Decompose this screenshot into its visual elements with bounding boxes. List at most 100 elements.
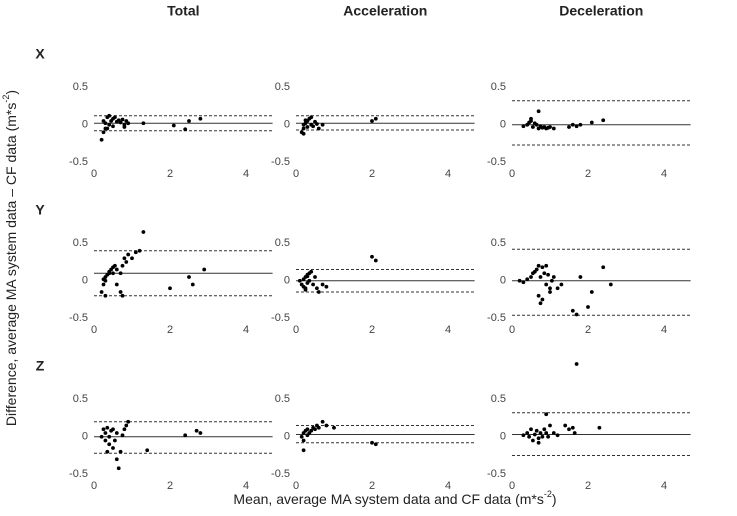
point: [574, 124, 579, 129]
y-tick-label: 0: [284, 275, 290, 287]
point: [544, 412, 549, 417]
point: [103, 121, 108, 126]
y-tick-label: 0.5: [491, 393, 506, 405]
point: [536, 436, 541, 441]
point: [574, 362, 579, 366]
point: [536, 109, 541, 114]
point: [370, 119, 374, 123]
point: [574, 312, 579, 317]
point: [105, 126, 110, 131]
point: [103, 431, 108, 435]
point: [141, 230, 146, 234]
point: [101, 282, 106, 287]
point: [538, 275, 543, 279]
x-tick-label: 0: [509, 480, 515, 492]
point: [373, 442, 378, 447]
x-axis-label: Mean, average MA system data and CF data…: [233, 489, 556, 506]
point: [124, 423, 129, 428]
point: [601, 265, 606, 270]
point: [133, 250, 138, 255]
point: [194, 428, 199, 433]
point: [548, 286, 552, 291]
point: [183, 127, 188, 132]
point: [126, 121, 131, 126]
point: [120, 433, 125, 438]
x-tick-label: 4: [243, 324, 249, 336]
x-tick-label: 0: [293, 480, 299, 492]
point: [521, 280, 526, 285]
point: [118, 271, 123, 276]
point: [540, 265, 545, 270]
point: [578, 275, 583, 279]
point: [373, 116, 378, 121]
point: [567, 125, 571, 129]
point: [187, 275, 191, 279]
point: [124, 260, 129, 264]
point: [309, 115, 314, 120]
y-tick-label: 0.5: [275, 237, 290, 249]
point: [559, 282, 564, 287]
point: [122, 256, 127, 261]
y-tick-label: 0: [82, 275, 88, 287]
point: [315, 122, 319, 126]
x-tick-label: 2: [167, 168, 173, 180]
point: [198, 116, 203, 121]
point: [107, 113, 112, 118]
point: [316, 425, 321, 430]
point: [324, 423, 329, 428]
point: [168, 286, 172, 291]
point: [299, 434, 304, 439]
point: [301, 438, 306, 443]
point: [137, 248, 142, 253]
point: [532, 432, 537, 437]
point: [546, 272, 550, 277]
point: [540, 434, 545, 439]
x-tick-label: 2: [585, 168, 591, 180]
y-tick-label: -0.5: [69, 468, 88, 480]
point: [546, 434, 550, 439]
point: [320, 122, 325, 127]
point: [305, 427, 310, 432]
point: [597, 425, 602, 430]
point: [101, 277, 106, 282]
panel-title: Deceleration: [559, 3, 643, 19]
point: [536, 293, 541, 298]
y-axis-label: Difference, average MA system data – CF …: [1, 90, 18, 426]
point: [171, 123, 176, 128]
y-tick-label: 0.5: [491, 237, 506, 249]
point: [586, 305, 590, 309]
y-tick-label: 0.5: [73, 237, 88, 249]
point: [548, 423, 552, 428]
x-tick-label: 0: [293, 168, 299, 180]
y-tick-label: -0.5: [69, 312, 88, 324]
row-label: Z: [36, 358, 45, 374]
y-tick-label: -0.5: [69, 156, 88, 168]
point: [101, 427, 106, 432]
point: [126, 419, 131, 424]
point: [567, 427, 571, 432]
point: [303, 287, 308, 292]
point: [529, 116, 533, 121]
point: [111, 427, 115, 432]
point: [517, 278, 522, 283]
point: [531, 125, 535, 129]
point: [534, 122, 539, 127]
point: [107, 122, 112, 127]
point: [548, 125, 552, 129]
point: [570, 122, 575, 127]
point: [544, 263, 549, 268]
point: [190, 282, 195, 287]
point: [107, 442, 112, 447]
x-tick-label: 4: [445, 480, 451, 492]
point: [107, 434, 112, 439]
point: [101, 130, 106, 135]
x-tick-label: 0: [293, 324, 299, 336]
x-tick-label: 0: [91, 324, 97, 336]
y-tick-label: -0.5: [487, 156, 506, 168]
point: [589, 120, 594, 125]
point: [570, 308, 575, 313]
point: [529, 275, 533, 279]
x-tick-label: 2: [369, 480, 375, 492]
point: [118, 449, 123, 454]
y-tick-label: 0: [82, 119, 88, 131]
